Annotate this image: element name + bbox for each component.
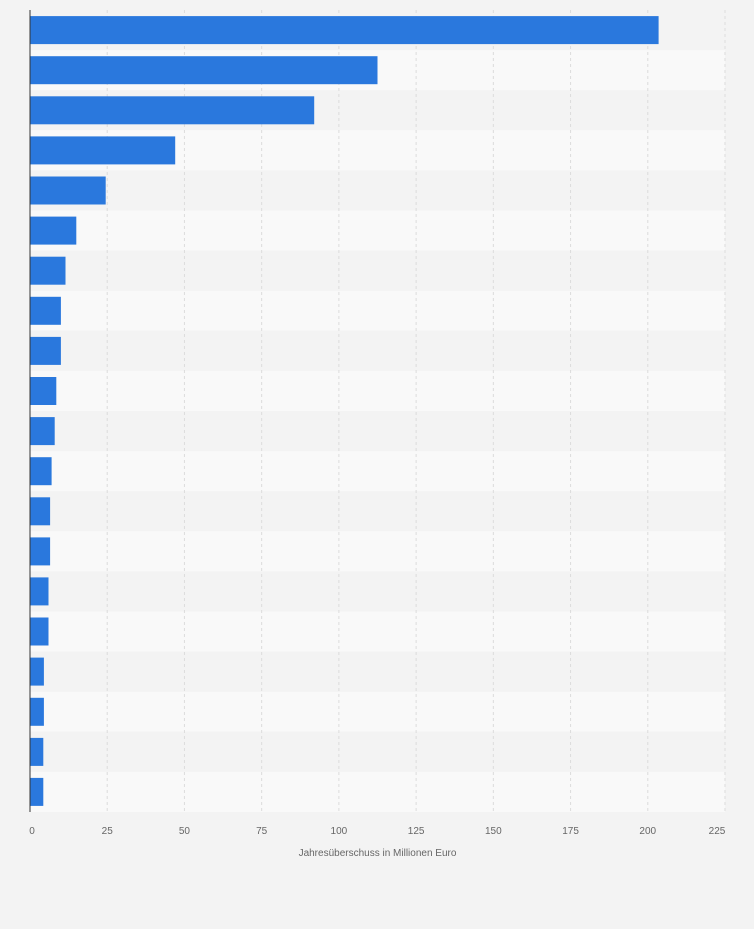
bars <box>30 16 659 806</box>
bar[interactable] <box>30 96 315 125</box>
bar[interactable] <box>30 537 51 566</box>
x-tick-label: 125 <box>408 826 425 837</box>
x-tick-label: 150 <box>485 826 502 837</box>
bar[interactable] <box>30 617 49 646</box>
row-band <box>30 170 725 211</box>
bar[interactable] <box>30 136 176 165</box>
x-tick-label: 175 <box>562 826 579 837</box>
row-band <box>30 611 725 652</box>
row-band <box>30 771 725 812</box>
bar[interactable] <box>30 377 57 405</box>
bar[interactable] <box>30 336 61 365</box>
x-axis-ticks: 0 25 50 75 100 125 150 175 200 225 <box>29 826 726 837</box>
x-tick-label: 25 <box>102 826 114 837</box>
bar[interactable] <box>30 256 66 285</box>
bar[interactable] <box>30 457 52 486</box>
bar[interactable] <box>30 737 44 766</box>
bar[interactable] <box>30 56 378 85</box>
bar[interactable] <box>30 296 61 325</box>
row-band <box>30 210 725 251</box>
bar[interactable] <box>30 777 44 806</box>
row-band <box>30 651 725 692</box>
bar[interactable] <box>30 577 49 606</box>
x-tick-label: 0 <box>29 826 35 837</box>
x-tick-label: 100 <box>331 826 348 837</box>
bar[interactable] <box>30 657 44 686</box>
row-band <box>30 731 725 772</box>
x-tick-label: 50 <box>179 826 191 837</box>
row-band <box>30 571 725 612</box>
row-band <box>30 451 725 492</box>
x-tick-label: 75 <box>256 826 268 837</box>
row-band <box>30 691 725 732</box>
row-band <box>30 330 725 371</box>
row-band <box>30 290 725 331</box>
grid-lines <box>106 10 726 812</box>
bar[interactable] <box>30 417 55 446</box>
row-band <box>30 531 725 572</box>
x-axis-title: Jahresüberschuss in Millionen Euro <box>299 848 457 859</box>
bar[interactable] <box>30 497 51 526</box>
bar[interactable] <box>30 697 44 726</box>
row-band <box>30 411 725 452</box>
row-bands <box>30 10 725 812</box>
x-tick-label: 200 <box>639 826 656 837</box>
x-tick-label: 225 <box>709 826 726 837</box>
row-band <box>30 491 725 532</box>
row-band <box>30 370 725 411</box>
bar[interactable] <box>30 216 77 245</box>
bar[interactable] <box>30 176 106 205</box>
bar[interactable] <box>30 16 659 45</box>
row-band <box>30 250 725 291</box>
